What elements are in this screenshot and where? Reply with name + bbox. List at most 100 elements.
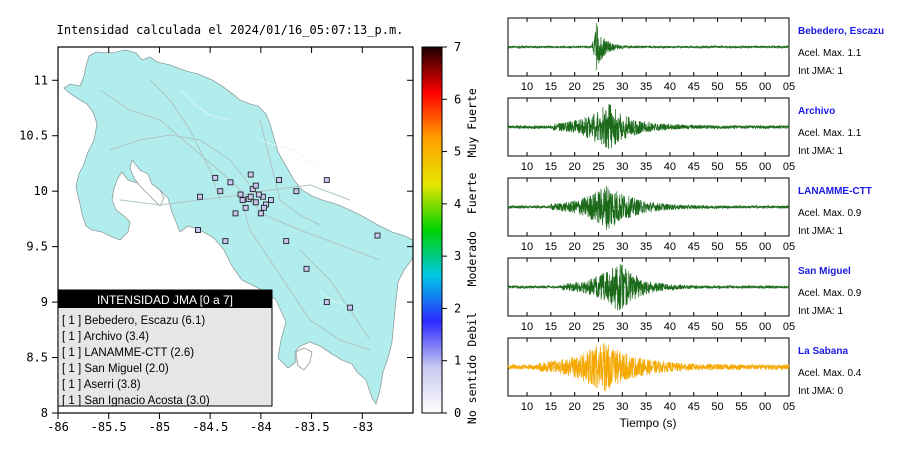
waveform-tick-label: 25 [592,401,604,413]
roads [99,79,381,351]
colorbar-class-label: No sentido [465,355,479,424]
map-y-axis: 8 8.5 9 9.5 10 10.5 11 [19,73,413,420]
legend-item: [ 1 ] San Miguel (2.0) [62,363,169,375]
colorbar-tick-label: 4 [454,197,461,211]
legend-header [58,290,272,308]
map-y-tick-label: 9 [41,295,48,309]
waveform-tick-label: 05 [783,241,795,253]
waveform-tick-label: 15 [545,401,557,413]
waveform-tick-label: 20 [569,401,581,413]
waveform-tick-label: 40 [664,161,676,173]
station-marker [293,188,300,195]
map-x-tick-label: -84 [250,420,272,434]
waveform-tick-label: 15 [545,241,557,253]
jma-intensity-label: Int JMA: 1 [798,306,843,317]
waveform-tick-label: 35 [640,161,652,173]
waveform-tick-label: 00 [759,321,771,333]
waveform-tick-label: 50 [711,81,723,93]
station-marker [227,179,234,186]
map-x-tick-label: -86 [47,420,69,434]
waveform-tick-label: 50 [711,401,723,413]
waveform-tick-label: 00 [759,401,771,413]
waveform-tick-label: 10 [521,401,533,413]
waveform-tick-label: 55 [735,241,747,253]
station-marker [268,197,274,204]
waveform-panel: 10 15 20 25 30 35 40 45 50 55 00 05 San Miguel Acel. … [507,257,862,333]
waveform-tick-label: 40 [664,81,676,93]
station-marker [217,188,224,195]
station-marker [257,210,264,217]
station-marker [212,174,219,181]
map-y-tick-label: 10.5 [19,129,48,143]
waveform-tick-label: 55 [735,81,747,93]
colorbar-tick-label: 3 [454,249,461,263]
legend-item: [ 1 ] Aserri (3.8) [62,379,141,391]
stations [195,171,381,311]
max-accel-label: Acel. Max. 0.4 [798,368,862,379]
colorbar: 0 1 2 3 4 5 6 7 No sentido Debil Moderado Fuerte Mu… [421,40,479,424]
waveform-panel: 10 15 20 25 30 35 40 45 50 55 00 05 LANAMME-CTT Acel.… [507,177,872,253]
map-x-tick-label: -83 [351,420,373,434]
legend-title: INTENSIDAD JMA [0 a 7] [97,293,233,307]
station-name-label: LANAMME-CTT [798,186,872,197]
waveform-tick-label: 30 [616,321,628,333]
waveform-trace [507,103,790,149]
station-name-label: La Sabana [798,346,848,357]
colorbar-tick-label: 7 [454,40,461,54]
colorbar-class-label: Muy Fuerte [465,88,479,157]
legend-item: [ 1 ] Bebedero, Escazu (6.1) [62,315,205,327]
colorbar-class-label: Debil [465,312,479,347]
map-y-tick-label: 10 [34,184,48,198]
waveform-tick-label: 00 [759,241,771,253]
waveform-tick-label: 25 [592,321,604,333]
colorbar-tick-label: 1 [454,354,461,368]
legend: INTENSIDAD JMA [0 a 7] [ 1 ] Bebedero, E… [57,289,273,407]
colorbar-tick-label: 2 [454,301,461,315]
jma-intensity-label: Int JMA: 1 [798,66,843,77]
waveform-tick-label: 20 [569,161,581,173]
colorbar-gradient [421,46,443,414]
station-marker [323,299,330,306]
waveform-tick-label: 15 [545,81,557,93]
jma-intensity-label: Int JMA: 1 [798,226,843,237]
waveform-tick-label: 20 [569,81,581,93]
waveform-tick-label: 10 [521,321,533,333]
max-accel-label: Acel. Max. 0.9 [798,208,862,219]
station-marker [249,186,256,192]
map-x-tick-label: -83.5 [294,420,330,434]
station-marker [283,238,290,245]
waveform-tick-label: 45 [688,81,700,93]
waveform-tick-label: 55 [735,321,747,333]
waveform-tick-label: 25 [592,161,604,173]
waveform-tick-label: 15 [545,321,557,333]
nicoya-gulf-water [129,159,165,207]
map-y-tick-label: 11 [34,73,48,87]
map-y-tick-label: 8.5 [26,351,48,365]
waveform-trace [507,185,790,231]
waveform-tick-label: 05 [783,81,795,93]
map-x-axis: -86 -85.5 -85 -84.5 -84 -83.5 -83 [47,47,373,434]
map-x-tick-label: -84.5 [192,420,228,434]
waveform-tick-label: 00 [759,161,771,173]
max-accel-label: Acel. Max. 1.1 [798,128,862,139]
legend-items: [ 1 ] Bebedero, Escazu (6.1) [ 1 ] Archiv… [62,315,210,407]
station-marker [323,177,330,184]
map-x-tick-label: -85 [149,420,171,434]
waveform-tick-label: 45 [688,401,700,413]
station-name-label: Bebedero, Escazu [798,26,884,37]
map-y-tick-label: 8 [41,406,48,420]
colorbar-class-label: Fuerte [465,173,479,215]
waveform-tick-label: 10 [521,241,533,253]
waveform-tick-label: 35 [640,401,652,413]
station-marker [252,182,259,189]
station-marker [276,177,283,184]
map-frame [57,46,414,414]
station-marker [195,227,201,233]
colorbar-labels: No sentido Debil Moderado Fuerte Muy Fuerte [465,88,479,424]
waveform-tick-label: 50 [711,161,723,173]
time-axis-label: Tiempo (s) [620,416,677,430]
station-marker [374,232,381,239]
waveform-tick-label: 35 [640,321,652,333]
waveform-tick-label: 10 [521,81,533,93]
